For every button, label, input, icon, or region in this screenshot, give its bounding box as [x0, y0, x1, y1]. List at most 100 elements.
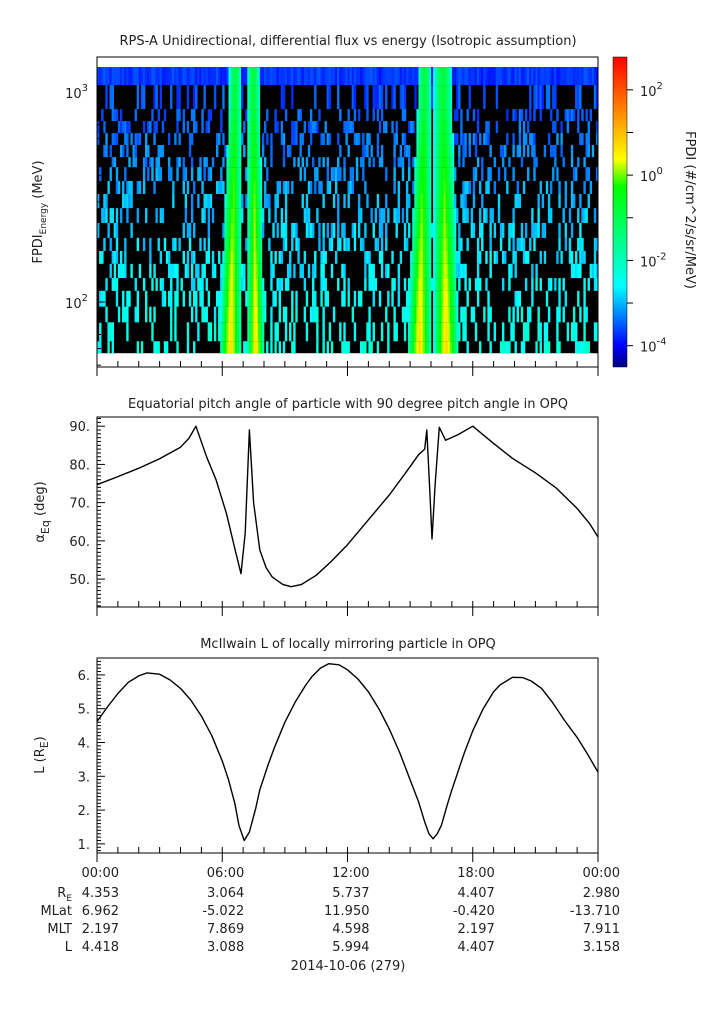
spectrogram-cell: [232, 290, 236, 307]
row-value: 4.598: [332, 922, 369, 937]
spectrogram-cell: [364, 341, 367, 354]
spectrogram-cell: [416, 181, 419, 194]
spectrogram-cell: [447, 157, 451, 168]
spectrogram-cell: [591, 67, 595, 86]
spectrogram-cell: [537, 67, 540, 86]
spectrogram-cell: [201, 208, 204, 223]
spectrogram-cell: [520, 109, 524, 122]
spectrogram-cell: [355, 157, 359, 168]
spectrogram-cell: [447, 278, 451, 291]
spectrogram-cell: [362, 144, 365, 158]
spectrogram-cell: [232, 167, 236, 182]
spectrogram-cell: [368, 278, 371, 291]
spectrogram-cell: [176, 341, 179, 354]
y-tick-label: 90.: [69, 420, 90, 435]
time-tick-label: 12:00: [332, 866, 369, 881]
spectrogram-cell: [560, 121, 563, 134]
spectrogram-cell: [318, 237, 321, 251]
spectrogram-cell: [435, 144, 438, 158]
spectrogram-cell: [412, 181, 415, 194]
spectrogram-cell: [585, 133, 588, 145]
spectrogram-cell: [433, 193, 436, 209]
spectrogram-cell: [230, 322, 233, 342]
spectrogram-cell: [226, 322, 229, 342]
spectrogram-cell: [545, 181, 549, 194]
spectrogram-cell: [360, 67, 363, 86]
spectrogram-cell: [190, 306, 194, 323]
spectrogram-cell: [433, 67, 436, 86]
spectrogram-cell: [257, 341, 261, 354]
spectrogram-cell: [238, 157, 242, 168]
spectrogram-cell: [422, 181, 426, 194]
spectrogram-cell: [103, 121, 106, 134]
spectrogram-cell: [418, 181, 421, 194]
spectrogram-cell: [522, 144, 526, 158]
spectrogram-cell: [328, 133, 332, 145]
spectrogram-cell: [453, 290, 457, 307]
colorbar-tick-label: 102: [640, 81, 663, 100]
spectrogram-cell: [585, 109, 588, 122]
spectrogram-cell: [447, 167, 451, 182]
spectrogram-cell: [172, 263, 175, 279]
spectrogram-cell: [213, 67, 217, 86]
spectrogram-cell: [443, 322, 446, 342]
spectrogram-cell: [481, 193, 484, 209]
spectrogram-cell: [249, 306, 252, 323]
spectrogram-cell: [136, 306, 140, 323]
spectrogram-cell: [228, 290, 231, 307]
spectrogram-cell: [238, 133, 242, 145]
spectrogram-cell: [130, 193, 133, 209]
spectrogram-cell: [303, 67, 307, 86]
spectrogram-cell: [414, 157, 417, 168]
spectrogram-cell: [449, 208, 453, 223]
spectrogram-cell: [449, 193, 453, 209]
spectrogram-cell: [230, 341, 233, 354]
spectrogram-cell: [433, 157, 436, 168]
spectrogram-cell: [414, 222, 417, 238]
spectrogram-cell: [380, 250, 384, 264]
spectrogram-cell: [284, 322, 288, 342]
spectrogram-cell: [437, 167, 440, 182]
spectrogram-cell: [408, 278, 411, 291]
spectrogram-cell: [126, 121, 129, 134]
spectrogram-cell: [251, 341, 254, 354]
spectrogram-cell: [232, 109, 236, 122]
spectrogram-cell: [447, 208, 451, 223]
spectrogram-cell: [403, 322, 407, 342]
spectrogram-cell: [230, 193, 233, 209]
spectrogram-cell: [207, 250, 211, 264]
spectrogram-cell: [506, 133, 509, 145]
spectrogram-cell: [539, 322, 542, 342]
spectrogram-cell: [547, 67, 551, 86]
spectrogram-cell: [566, 109, 570, 122]
spectrogram-cell: [399, 250, 403, 264]
spectrogram-cell: [380, 222, 384, 238]
spectrogram-cell: [449, 278, 453, 291]
spectrogram-cell: [581, 67, 584, 86]
spectrogram-cell: [489, 263, 492, 279]
spectrogram-cell: [424, 181, 428, 194]
spectrogram-cell: [247, 85, 250, 110]
spectrogram-cell: [368, 263, 371, 279]
spectrogram-cell: [309, 181, 313, 194]
spectrogram-cell: [366, 144, 369, 158]
spectrogram-cell: [211, 67, 215, 86]
spectrogram-cell: [236, 322, 240, 342]
spectrogram-cell: [234, 306, 238, 323]
spectrogram-cell: [501, 250, 505, 264]
spectrogram-cell: [443, 109, 446, 122]
spectrogram-cell: [556, 109, 559, 122]
spectrogram-cell: [99, 341, 102, 354]
spectrogram-cell: [115, 290, 119, 307]
spectrogram-cell: [282, 67, 286, 86]
spectrogram-cell: [543, 144, 547, 158]
spectrogram-cell: [385, 237, 388, 251]
spectrogram-cell: [412, 237, 415, 251]
spectrogram-cell: [595, 121, 599, 134]
spectrogram-cell: [468, 278, 471, 291]
spectrogram-cell: [422, 208, 426, 223]
spectrogram-cell: [230, 278, 233, 291]
spectrogram-cell: [428, 341, 432, 354]
spectrogram-cell: [224, 278, 227, 291]
